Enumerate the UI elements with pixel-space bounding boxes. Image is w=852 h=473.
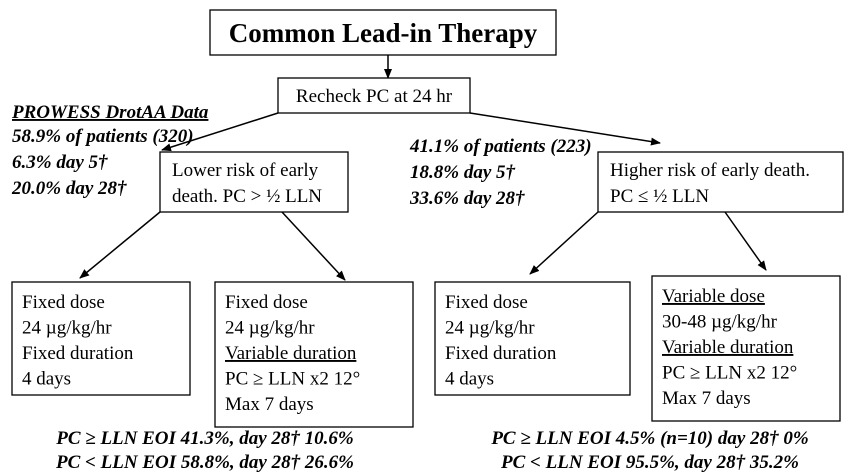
dose-line: Max 7 days — [662, 388, 751, 409]
dose-line: PC ≥ LLN x2 12° — [662, 363, 797, 384]
lower-risk-line: Lower risk of early — [172, 160, 319, 181]
lower-risk-line: death. PC > ½ LLN — [172, 186, 322, 207]
right-line: 18.8% day 5† — [410, 162, 516, 183]
arrow — [281, 211, 346, 281]
right-line: 41.1% of patients (223) — [409, 136, 592, 157]
arrow — [529, 211, 599, 275]
dose-box — [651, 275, 841, 422]
dose-line: Fixed dose — [225, 292, 308, 313]
outcome: PC ≥ LLN EOI 41.3%, day 28† 10.6% — [55, 428, 354, 449]
outcome: PC ≥ LLN EOI 4.5% (n=10) day 28† 0% — [490, 428, 808, 449]
dose-line: Fixed dose — [22, 292, 105, 313]
arrow — [469, 112, 661, 146]
dose-line: 24 µg/kg/hr — [445, 318, 535, 339]
title: Common Lead-in Therapy — [229, 18, 538, 48]
right-line: 33.6% day 28† — [409, 188, 525, 209]
outcome: PC < LLN EOI 58.8%, day 28† 26.6% — [55, 452, 354, 473]
dose-line: 30-48 µg/kg/hr — [662, 312, 778, 333]
dose-line: Variable duration — [225, 343, 357, 364]
left-line: 6.3% day 5† — [12, 152, 108, 173]
dose-line: 4 days — [445, 369, 494, 390]
dose-line: Max 7 days — [225, 394, 314, 415]
dose-line: Fixed duration — [445, 343, 557, 364]
dose-line: 24 µg/kg/hr — [22, 318, 112, 339]
lower-risk-box — [159, 151, 349, 213]
arrow — [79, 211, 161, 279]
higher-risk-line: Higher risk of early death. — [610, 160, 810, 181]
higher-risk-box — [597, 151, 844, 213]
dose-line: 24 µg/kg/hr — [225, 318, 315, 339]
recheck-box — [277, 77, 471, 114]
title-box — [209, 9, 557, 56]
dose-line: Variable duration — [662, 337, 794, 358]
dose-box — [11, 281, 191, 396]
higher-risk-line: PC ≤ ½ LLN — [610, 186, 709, 207]
left-line: 20.0% day 28† — [11, 178, 127, 199]
left-heading: PROWESS DrotAA Data — [11, 102, 209, 123]
dose-box — [434, 281, 631, 396]
left-line: 58.9% of patients (320) — [12, 126, 194, 147]
arrow — [161, 112, 279, 152]
dose-line: Fixed dose — [445, 292, 528, 313]
dose-line: PC ≥ LLN x2 12° — [225, 369, 360, 390]
dose-line: Fixed duration — [22, 343, 134, 364]
dose-line: Variable dose — [662, 286, 765, 307]
dose-line: 4 days — [22, 369, 71, 390]
dose-box — [214, 281, 414, 428]
arrow — [724, 211, 767, 271]
outcome: PC < LLN EOI 95.5%, day 28† 35.2% — [500, 452, 799, 473]
recheck: Recheck PC at 24 hr — [296, 86, 453, 107]
